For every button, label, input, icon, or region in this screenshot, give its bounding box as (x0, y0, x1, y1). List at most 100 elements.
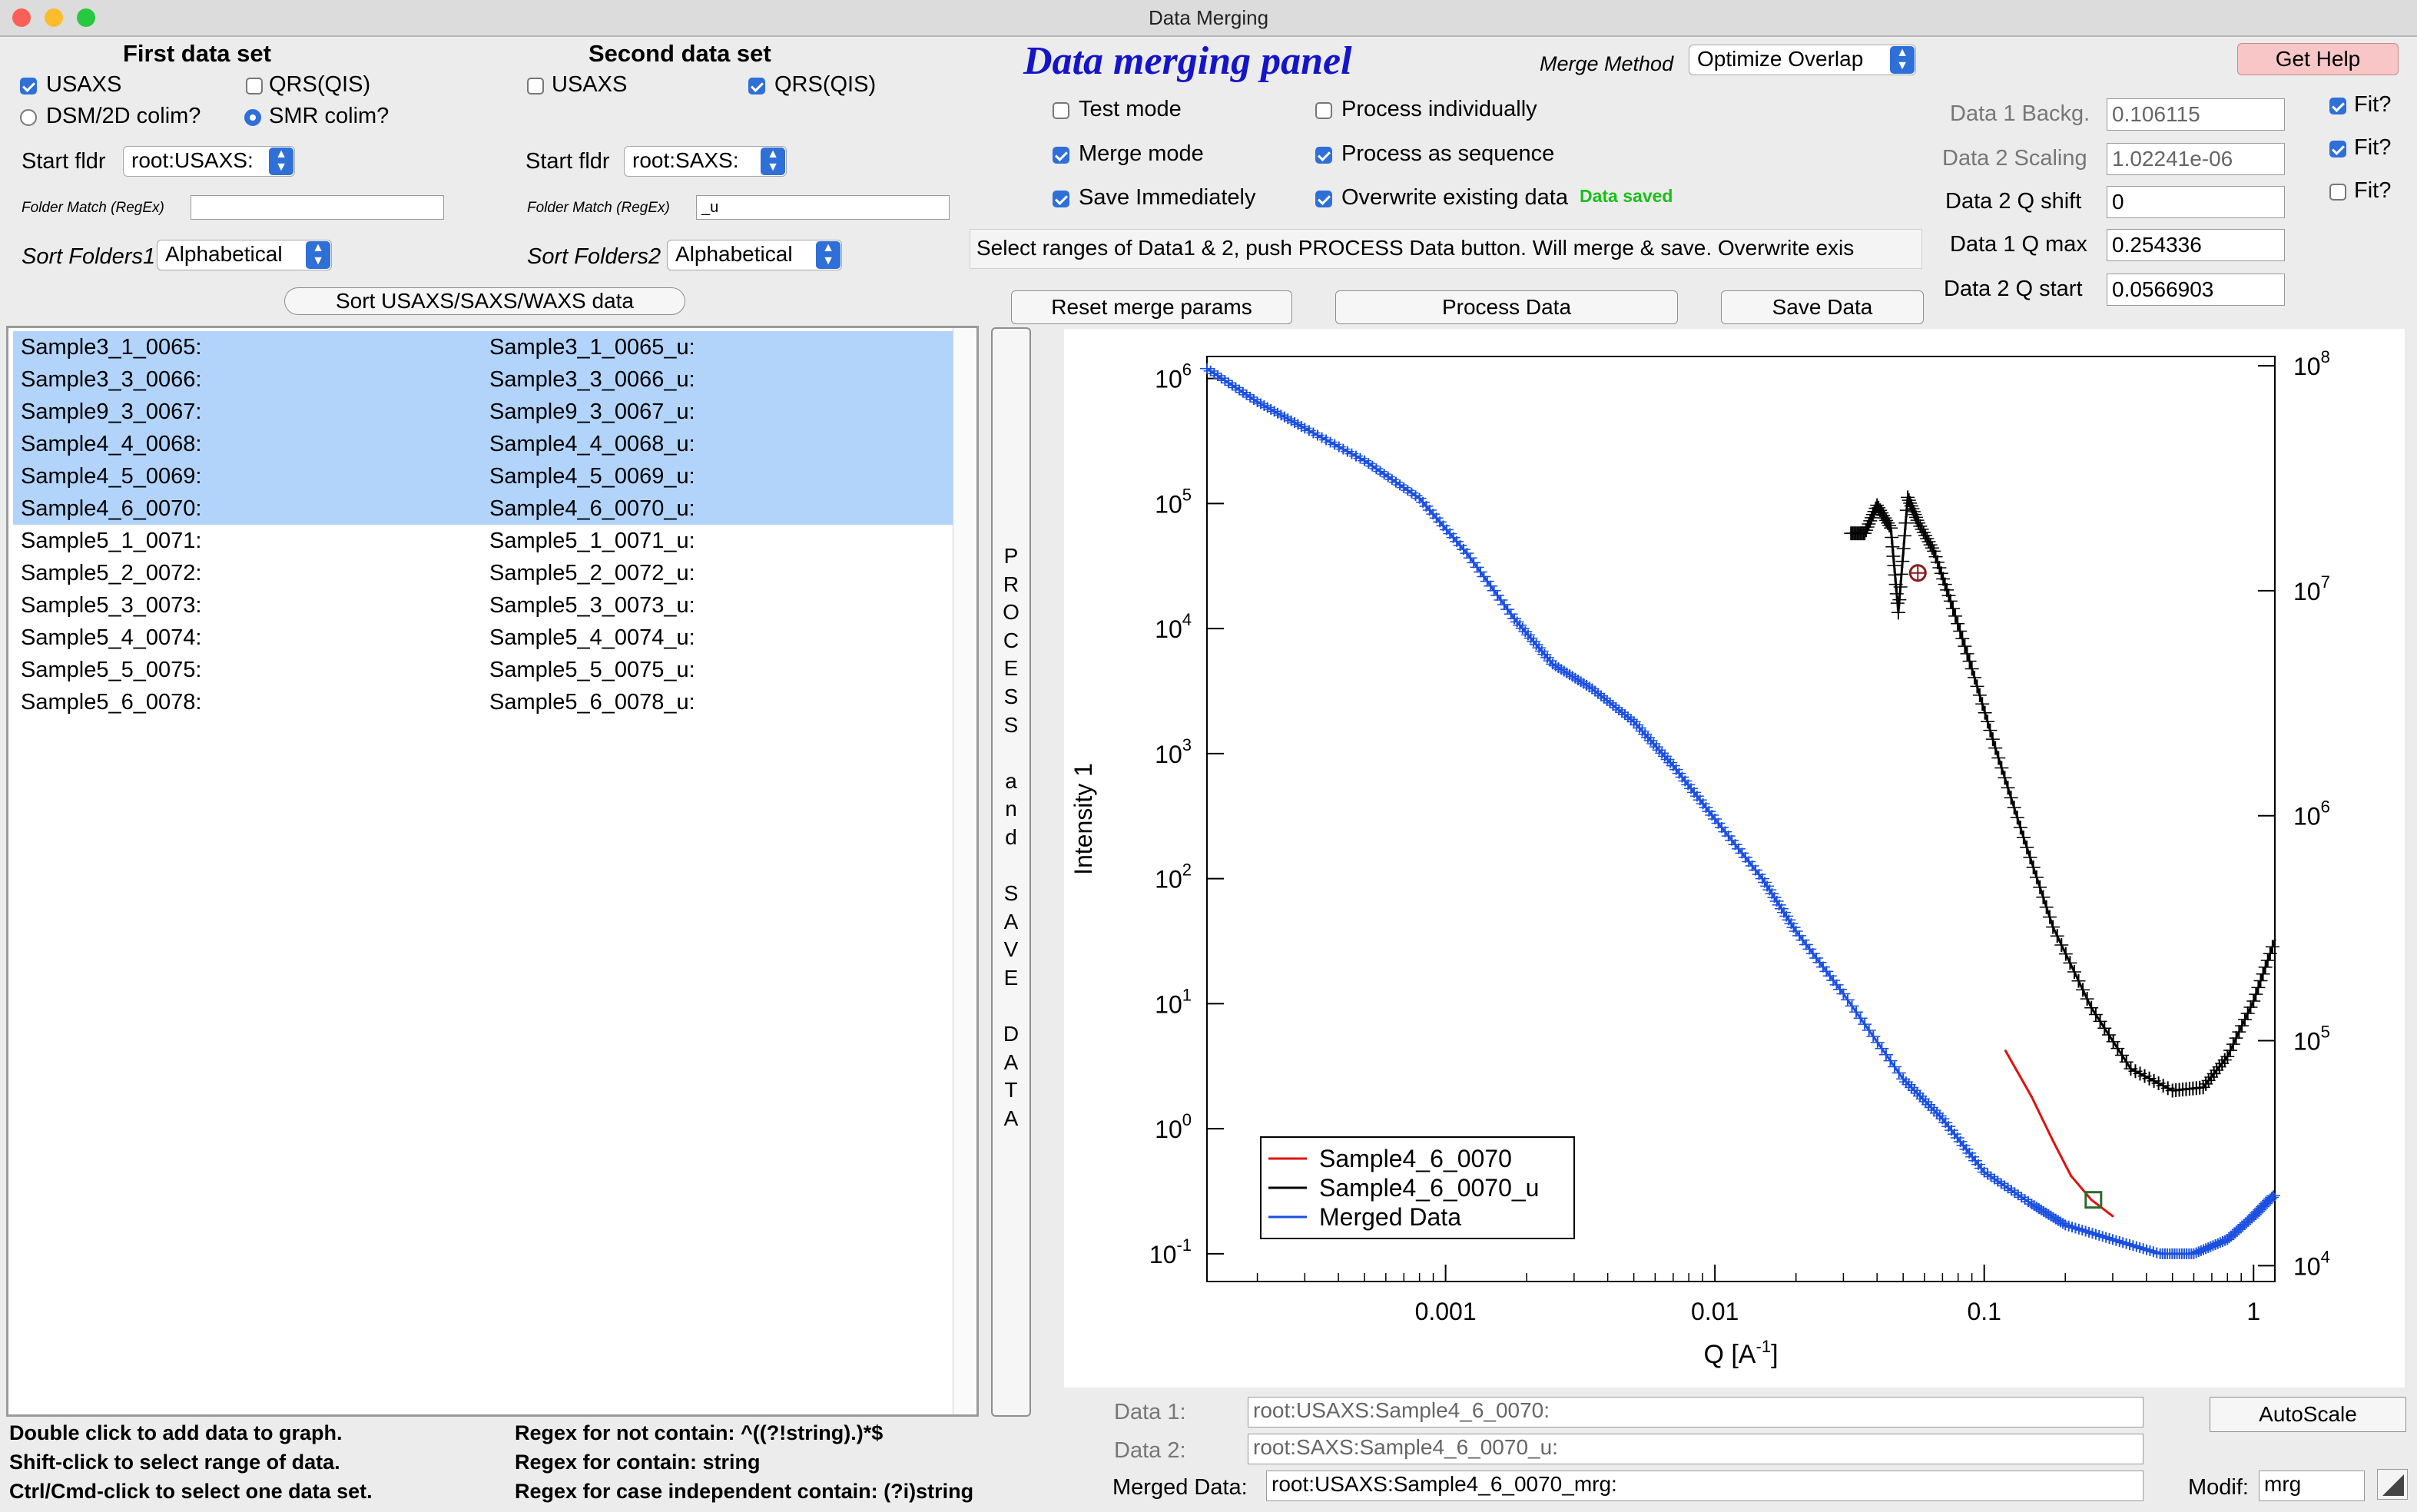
cursor-b-marker (2084, 1191, 2103, 1209)
y-right-tick-label: 106 (2293, 797, 2330, 831)
resize-grip-icon[interactable] (2377, 1469, 2408, 1500)
fit-backg-checkbox[interactable] (2329, 98, 2346, 114)
list-row-first-folder: Sample5_6_0078: (21, 690, 202, 715)
second-start-folder-popup[interactable]: root:SAXS: ▲ ▼ (624, 146, 787, 177)
list-row[interactable]: Sample3_3_0066: Sample3_3_0066_u: (13, 363, 957, 396)
merge-method-label: Merge Method (1540, 52, 1674, 75)
data-point (2030, 1202, 2033, 1205)
list-row[interactable]: Sample3_1_0065: Sample3_1_0065_u: (13, 331, 957, 363)
first-folder-match-label: Folder Match (RegEx) (22, 200, 164, 216)
backg-label: Data 1 Backg. (1950, 101, 2090, 126)
data-saved-status: Data saved (1580, 186, 1673, 206)
merge-graph[interactable]: 0.001 0.01 0.1 1 106 105 104 103 102 101 100 10-1 10… (1064, 329, 2405, 1388)
get-help-button[interactable]: Get Help (2237, 43, 2399, 75)
qmax-input[interactable]: 0.254336 (2107, 229, 2285, 261)
smr-colim-radio[interactable] (244, 109, 261, 126)
test-mode-label: Test mode (1079, 97, 1182, 121)
list-row[interactable]: Sample5_2_0072: Sample5_2_0072_u: (13, 557, 957, 589)
first-usaxs-checkbox[interactable] (20, 78, 37, 94)
merge-method-value: Optimize Overlap (1697, 47, 1864, 71)
qshift-input[interactable]: 0 (2107, 186, 2285, 218)
chevron-updown-icon: ▲ ▼ (1890, 46, 1915, 74)
fit-scaling-checkbox[interactable] (2329, 141, 2346, 158)
list-row-second-folder: Sample5_4_0074_u: (489, 625, 695, 650)
data-point (2159, 1252, 2162, 1255)
list-row[interactable]: Sample5_5_0075: Sample5_5_0075_u: (13, 654, 957, 686)
second-folder-match-input[interactable]: _u (696, 195, 950, 220)
list-row[interactable]: Sample5_4_0074: Sample5_4_0074_u: (13, 622, 957, 654)
close-window-button[interactable] (12, 8, 31, 27)
qstart-input[interactable]: 0.0566903 (2107, 274, 2285, 306)
merged-data-field[interactable]: root:USAXS:Sample4_6_0070_mrg: (1266, 1471, 2143, 1501)
test-mode-checkbox[interactable] (1053, 102, 1069, 119)
qstart-label: Data 2 Q start (1944, 277, 2083, 301)
list-row[interactable]: Sample5_3_0073: Sample5_3_0073_u: (13, 589, 957, 622)
second-qrs-label: QRS(QIS) (774, 72, 877, 97)
dsm-colim-label: DSM/2D colim? (46, 104, 201, 128)
data-list[interactable]: Sample3_1_0065: Sample3_1_0065_u: Sample3_… (6, 326, 979, 1417)
list-row-second-folder: Sample5_3_0073_u: (489, 593, 695, 618)
list-row[interactable]: Sample4_4_0068: Sample4_4_0068_u: (13, 428, 957, 460)
second-usaxs-checkbox[interactable] (527, 78, 544, 94)
autoscale-button[interactable]: AutoScale (2210, 1397, 2406, 1432)
sort-folders1-popup[interactable]: Alphabetical ▲ ▼ (157, 240, 332, 270)
list-row[interactable]: Sample9_3_0067: Sample9_3_0067_u: (13, 396, 957, 428)
fit-qshift-checkbox[interactable] (2329, 184, 2346, 201)
list-row-second-folder: Sample3_1_0065_u: (489, 335, 695, 360)
process-individually-checkbox[interactable] (1315, 102, 1332, 119)
y-right-tick-label: 107 (2293, 572, 2330, 605)
data-point (1513, 617, 1516, 620)
merge-method-popup[interactable]: Optimize Overlap ▲ ▼ (1689, 45, 1916, 75)
list-row-second-folder: Sample4_4_0068_u: (489, 432, 695, 456)
first-usaxs-label: USAXS (46, 72, 122, 97)
legend-entry: Sample4_6_0070_u (1319, 1174, 1539, 1202)
data2-label: Data 2: (1114, 1438, 1186, 1463)
data-point (2273, 939, 2276, 942)
list-row[interactable]: Sample4_5_0069: Sample4_5_0069_u: (13, 460, 957, 492)
list-row[interactable]: Sample5_6_0078: Sample5_6_0078_u: (13, 686, 957, 718)
process-button-letter: A (1003, 1106, 1019, 1130)
second-qrs-checkbox[interactable] (748, 78, 765, 94)
reset-merge-params-button[interactable]: Reset merge params (1011, 290, 1292, 324)
list-row-first-folder: Sample9_3_0067: (21, 400, 202, 424)
scaling-input[interactable]: 1.02241e-06 (2107, 143, 2285, 175)
sort-usaxs-saxs-waxs-button[interactable]: Sort USAXS/SAXS/WAXS data (284, 287, 685, 315)
zoom-window-button[interactable] (77, 8, 95, 27)
list-row[interactable]: Sample5_1_0071: Sample5_1_0071_u: (13, 525, 957, 557)
y-right-tick-label: 104 (2293, 1247, 2330, 1280)
data-point (1917, 522, 1920, 525)
merge-mode-checkbox[interactable] (1053, 147, 1069, 164)
first-folder-match-input[interactable] (191, 195, 444, 220)
list-row-first-folder: Sample4_4_0068: (21, 432, 202, 456)
data-point (2090, 1199, 2093, 1202)
data-point (2111, 1238, 2114, 1241)
modif-input[interactable]: mrg (2259, 1471, 2365, 1501)
list-scrollbar[interactable] (953, 328, 976, 1414)
process-sequence-checkbox[interactable] (1315, 147, 1332, 164)
y-right-tick-label: 108 (2293, 347, 2330, 380)
help-regex-not-contain: Regex for not contain: ^((?!string).)*$ (515, 1421, 884, 1444)
minimize-window-button[interactable] (45, 8, 63, 27)
dsm-colim-radio[interactable] (20, 109, 37, 126)
process-sequence-label: Process as sequence (1341, 141, 1555, 166)
first-qrs-checkbox[interactable] (246, 78, 263, 94)
save-data-button[interactable]: Save Data (1721, 290, 1924, 324)
list-row-first-folder: Sample5_1_0071: (21, 529, 202, 553)
save-immediately-checkbox[interactable] (1053, 191, 1069, 207)
data-point (1842, 993, 1845, 996)
y-left-tick-label: 106 (1155, 360, 1192, 393)
data-point (2051, 1139, 2054, 1142)
overwrite-existing-checkbox[interactable] (1315, 191, 1332, 207)
first-start-folder-popup[interactable]: root:USAXS: ▲ ▼ (123, 146, 295, 177)
x-tick-label: 0.01 (1691, 1298, 1739, 1325)
data-point (1303, 426, 1306, 429)
process-data-button[interactable]: Process Data (1335, 290, 1678, 324)
data2-field[interactable]: root:SAXS:Sample4_6_0070_u: (1248, 1434, 2143, 1464)
qshift-label: Data 2 Q shift (1945, 189, 2082, 214)
sort-folders2-popup[interactable]: Alphabetical ▲ ▼ (667, 240, 842, 270)
backg-input[interactable]: 0.106115 (2107, 98, 2285, 131)
merge-mode-label: Merge mode (1079, 141, 1204, 166)
data1-field[interactable]: root:USAXS:Sample4_6_0070: (1248, 1397, 2143, 1427)
list-row[interactable]: Sample4_6_0070: Sample4_6_0070_u: (13, 492, 957, 525)
